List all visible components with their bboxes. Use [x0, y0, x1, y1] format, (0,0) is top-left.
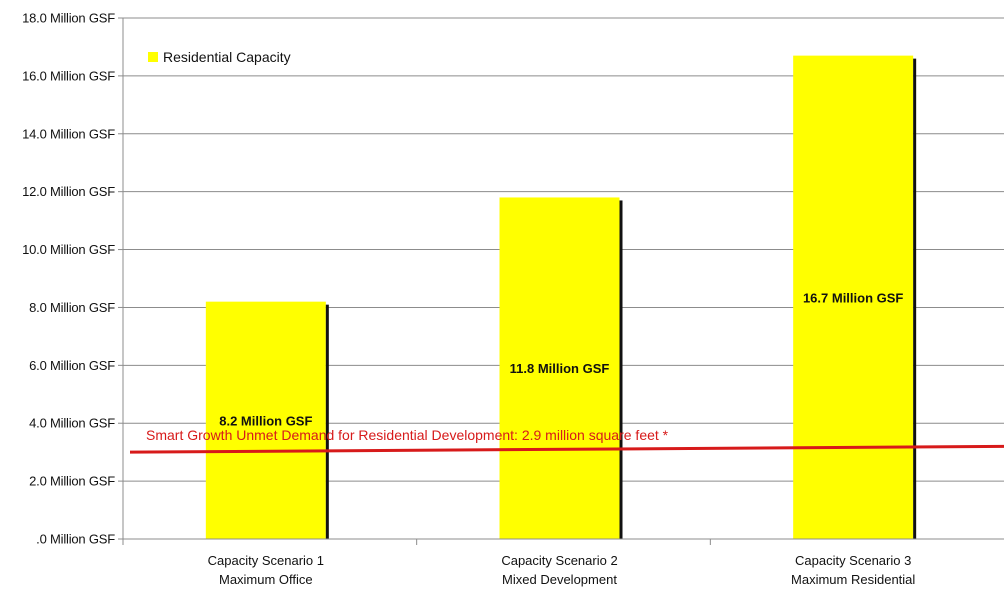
y-tick-label: 2.0 Million GSF	[29, 474, 115, 489]
bar-shadow	[619, 200, 623, 539]
bars: 8.2 Million GSF 11.8 Million GSF 16.7 Mill…	[205, 55, 917, 539]
x-category-label: Capacity Scenario 2	[501, 553, 617, 568]
axes	[122, 18, 1004, 545]
y-tick-label: 6.0 Million GSF	[29, 358, 115, 373]
reference-line-group: Smart Growth Unmet Demand for Residentia…	[129, 427, 1004, 454]
x-category-label: Maximum Office	[219, 572, 313, 587]
bar-data-label: 16.7 Million GSF	[803, 290, 903, 305]
x-category-label: Maximum Residential	[791, 572, 915, 587]
bar	[205, 301, 326, 539]
reference-line-label: Smart Growth Unmet Demand for Residentia…	[146, 427, 669, 443]
bar	[499, 197, 620, 539]
bar	[793, 55, 914, 539]
bar-data-label: 11.8 Million GSF	[510, 361, 610, 376]
bar-data-label: 8.2 Million GSF	[219, 413, 312, 428]
bar-shadow	[325, 304, 329, 539]
y-tick-label: .0 Million GSF	[36, 532, 115, 547]
x-axis-category-labels: Capacity Scenario 1 Maximum Office Capacit…	[208, 553, 916, 587]
bar-shadow	[913, 58, 917, 539]
y-tick-label: 18.0 Million GSF	[22, 11, 115, 26]
x-category-label: Mixed Development	[502, 572, 617, 587]
y-tick-label: 14.0 Million GSF	[22, 126, 115, 141]
y-tick-label: 12.0 Million GSF	[22, 184, 115, 199]
y-tick-label: 16.0 Million GSF	[22, 68, 115, 83]
legend-swatch	[148, 52, 158, 62]
legend: Residential Capacity	[148, 49, 291, 65]
y-tick-label: 8.0 Million GSF	[29, 300, 115, 315]
y-tick-label: 10.0 Million GSF	[22, 242, 115, 257]
x-category-label: Capacity Scenario 1	[208, 553, 324, 568]
reference-line	[129, 444, 1004, 454]
x-category-label: Capacity Scenario 3	[795, 553, 911, 568]
y-tick-label: 4.0 Million GSF	[29, 416, 115, 431]
legend-label: Residential Capacity	[163, 49, 291, 65]
y-axis-tick-labels: .0 Million GSF 2.0 Million GSF 4.0 Million…	[22, 11, 115, 547]
